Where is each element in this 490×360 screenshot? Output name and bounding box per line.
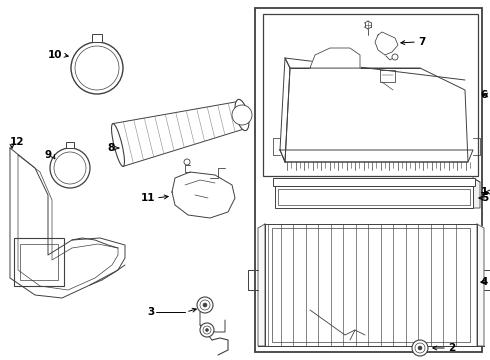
Text: 5: 5 bbox=[481, 193, 488, 203]
Circle shape bbox=[412, 340, 428, 356]
Circle shape bbox=[75, 46, 119, 90]
Ellipse shape bbox=[235, 99, 249, 131]
Circle shape bbox=[418, 346, 422, 350]
Bar bbox=[255, 8, 482, 352]
Circle shape bbox=[205, 328, 209, 332]
Text: 12: 12 bbox=[10, 137, 24, 147]
Circle shape bbox=[200, 323, 214, 337]
Circle shape bbox=[71, 42, 123, 94]
Circle shape bbox=[203, 326, 211, 334]
Polygon shape bbox=[477, 224, 484, 346]
Polygon shape bbox=[375, 32, 398, 55]
Polygon shape bbox=[258, 224, 265, 346]
Text: 1: 1 bbox=[481, 187, 488, 197]
Text: 8: 8 bbox=[108, 143, 115, 153]
Circle shape bbox=[415, 343, 425, 353]
Text: 9: 9 bbox=[45, 150, 52, 160]
Polygon shape bbox=[280, 58, 290, 162]
Circle shape bbox=[392, 54, 398, 60]
Circle shape bbox=[54, 152, 86, 184]
Circle shape bbox=[197, 297, 213, 313]
Bar bbox=[278, 189, 470, 205]
Text: 7: 7 bbox=[418, 37, 425, 47]
Bar bbox=[273, 178, 475, 186]
Text: 4: 4 bbox=[481, 277, 488, 287]
Polygon shape bbox=[10, 148, 125, 298]
Text: 3: 3 bbox=[148, 307, 155, 317]
Circle shape bbox=[184, 159, 190, 165]
Polygon shape bbox=[113, 102, 245, 166]
Polygon shape bbox=[172, 172, 235, 218]
Text: 10: 10 bbox=[48, 50, 62, 60]
Polygon shape bbox=[473, 178, 480, 208]
Circle shape bbox=[232, 105, 252, 125]
Circle shape bbox=[50, 148, 90, 188]
Text: 11: 11 bbox=[141, 193, 155, 203]
Bar bbox=[263, 14, 478, 176]
Ellipse shape bbox=[112, 123, 124, 166]
Bar bbox=[92, 34, 102, 42]
Bar bbox=[265, 224, 477, 346]
Polygon shape bbox=[310, 48, 360, 68]
Circle shape bbox=[200, 300, 210, 310]
Bar bbox=[20, 244, 58, 280]
Bar bbox=[272, 228, 470, 342]
Text: 2: 2 bbox=[448, 343, 455, 353]
Bar bbox=[66, 142, 74, 148]
Polygon shape bbox=[280, 150, 473, 162]
Polygon shape bbox=[285, 68, 468, 162]
Bar bbox=[275, 186, 473, 208]
Circle shape bbox=[203, 303, 207, 307]
Bar bbox=[14, 238, 64, 286]
Text: 6: 6 bbox=[481, 90, 488, 100]
